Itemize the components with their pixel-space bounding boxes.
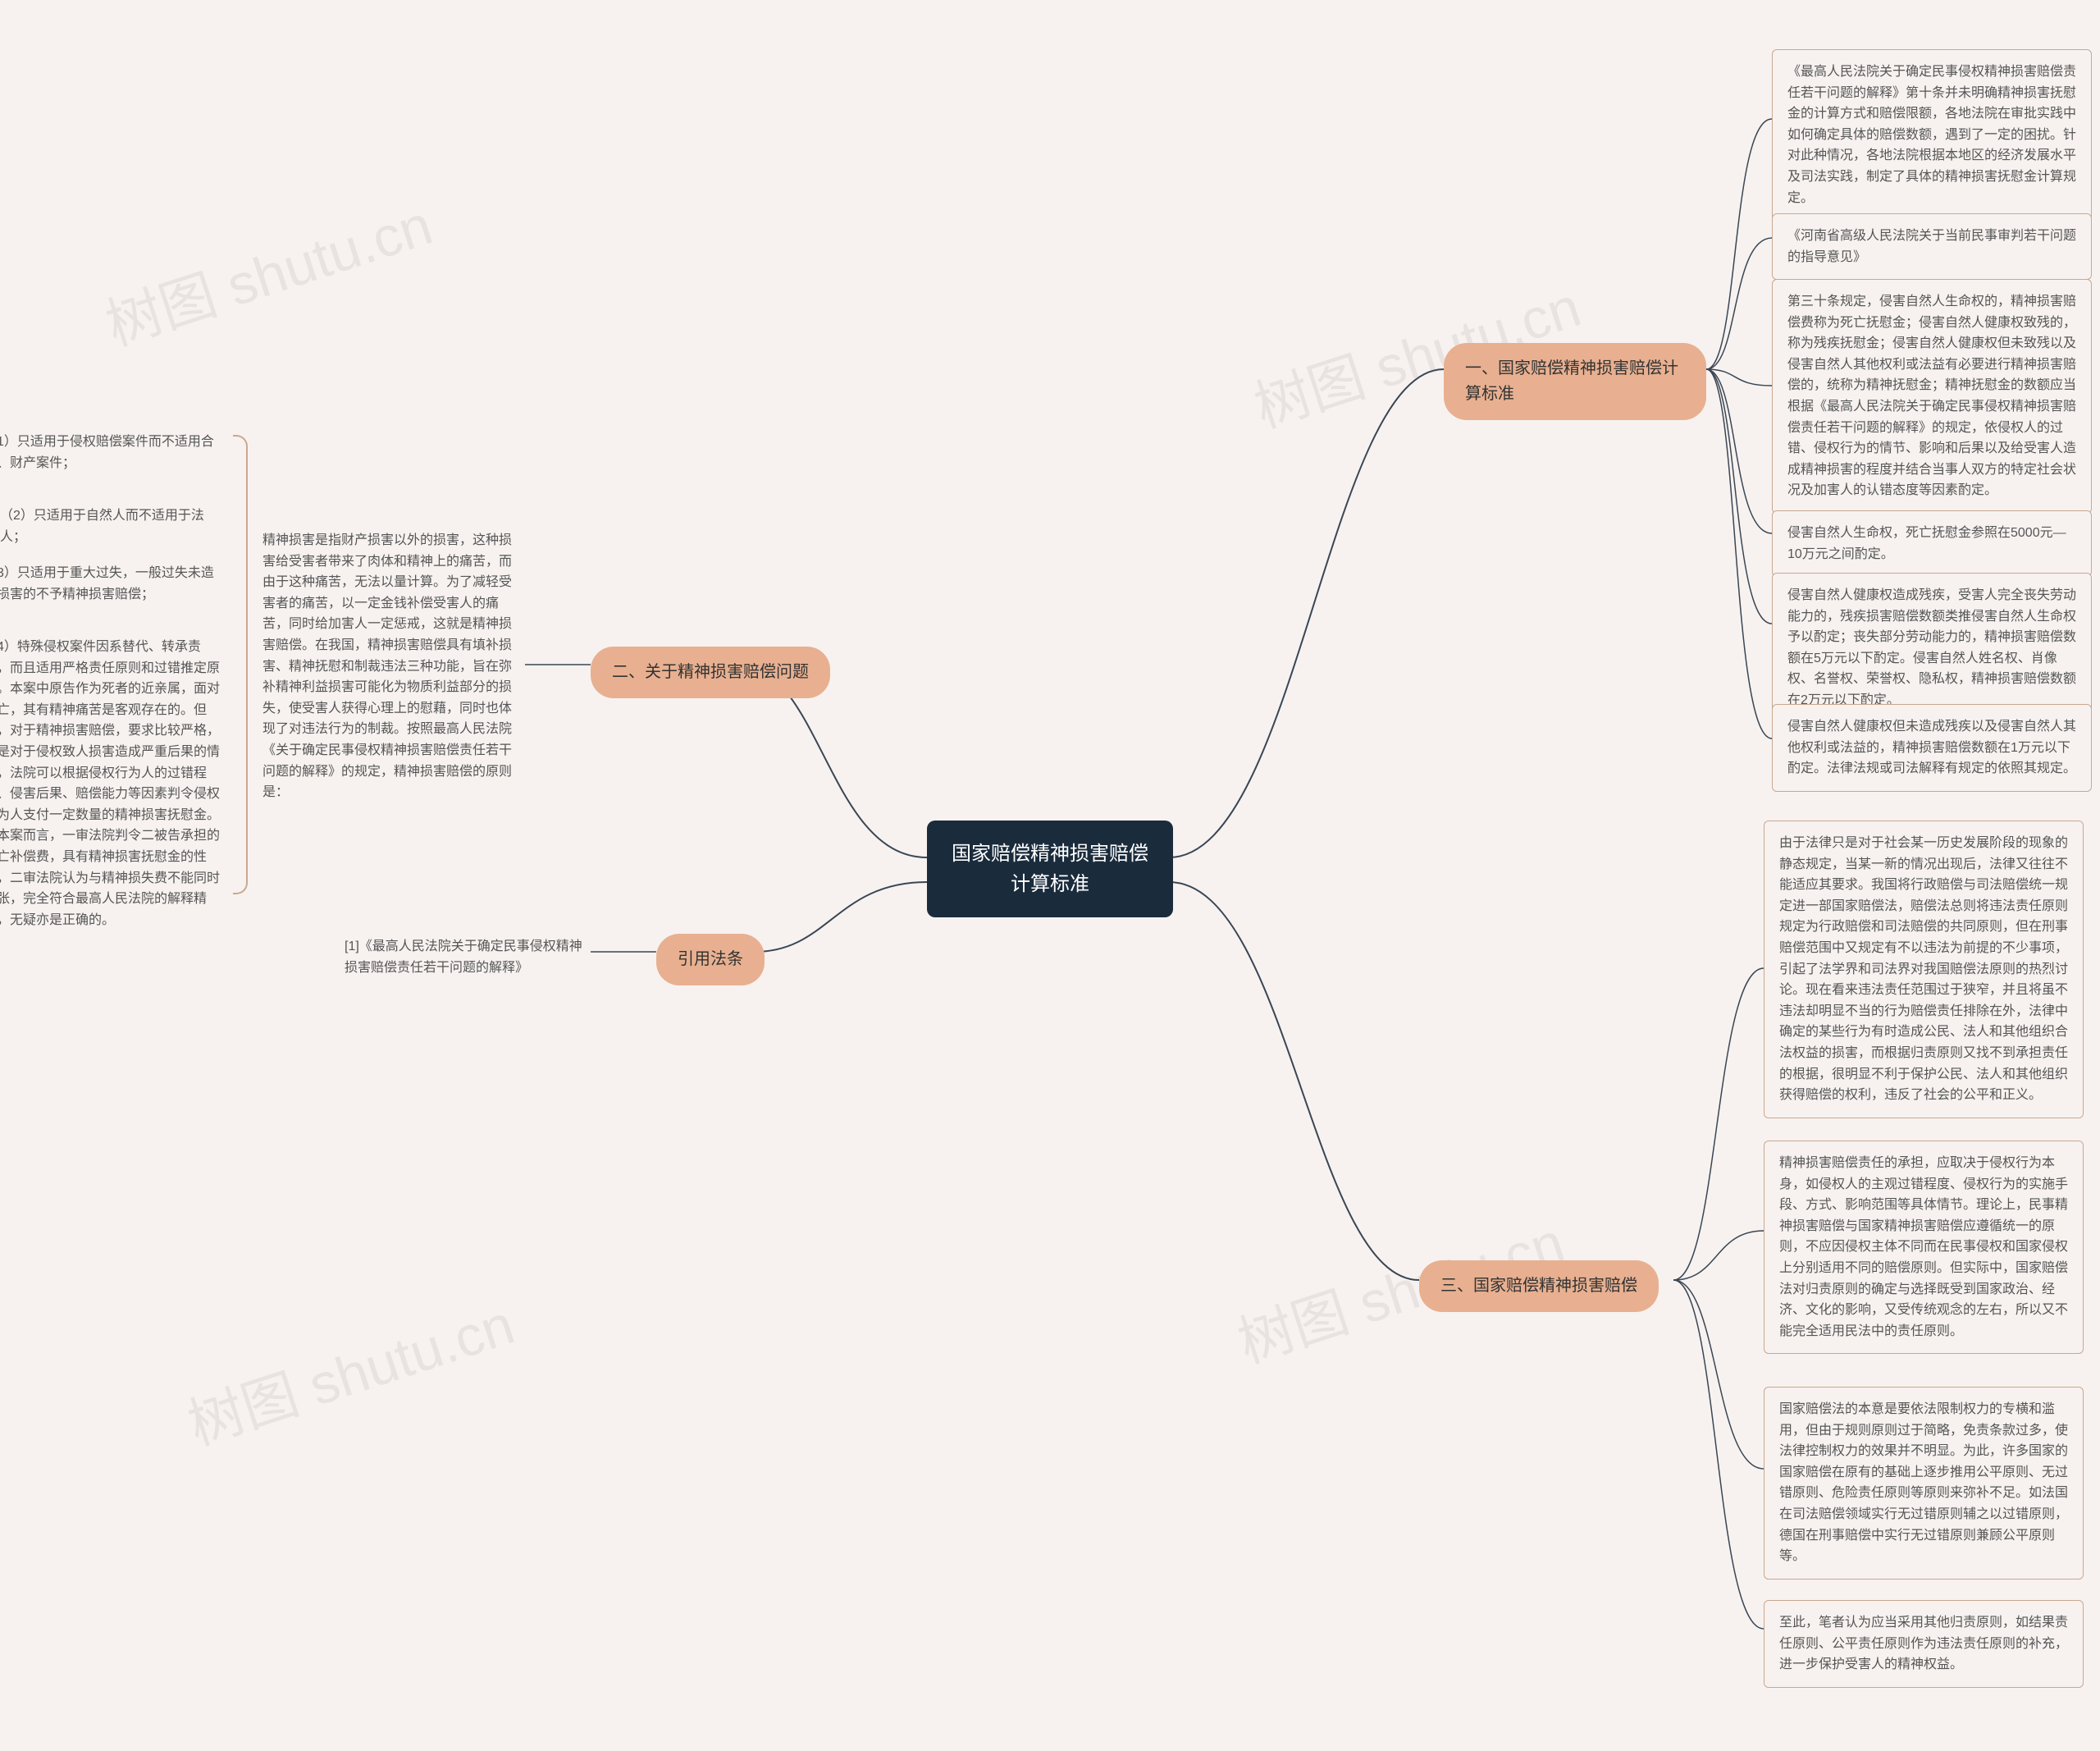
b2-leaf-1: （1）只适用于侵权赔偿案件而不适用合同、财产案件； — [0, 427, 230, 478]
b4-leaf-2: 精神损害赔偿责任的承担，应取决于侵权行为本身，如侵权人的主观过错程度、侵权行为的… — [1764, 1141, 2084, 1354]
branch-2[interactable]: 二、关于精神损害赔偿问题 — [591, 647, 830, 698]
b4-leaf-1: 由于法律只是对于社会某一历史发展阶段的现象的静态规定，当某一新的情况出现后，法律… — [1764, 821, 2084, 1118]
b1-leaf-6: 侵害自然人健康权但未造成残疾以及侵害自然人其他权利或法益的，精神损害赔偿数额在1… — [1772, 704, 2092, 792]
b2-desc: 精神损害是指财产损害以外的损害，这种损害给受害者带来了肉体和精神上的痛苦，而由于… — [254, 525, 525, 808]
b1-leaf-5: 侵害自然人健康权造成残疾，受害人完全丧失劳动能力的，残疾损害赔偿数额类推侵害自然… — [1772, 573, 2092, 724]
b2-leaf-4: （4）特殊侵权案件因系替代、转承责任，而且适用严格责任原则和过错推定原则。本案中… — [0, 632, 230, 935]
watermark: 树图 shutu.cn — [176, 1279, 523, 1461]
watermark: 树图 shutu.cn — [94, 180, 441, 361]
b2-leaf-2: （2）只适用于自然人而不适用于法人； — [0, 501, 230, 552]
center-node[interactable]: 国家赔偿精神损害赔偿计算标准 — [927, 821, 1173, 917]
b1-leaf-2: 《河南省高级人民法院关于当前民事审判若干问题的指导意见》 — [1772, 213, 2092, 280]
branch-3[interactable]: 引用法条 — [656, 934, 765, 985]
b1-leaf-1: 《最高人民法院关于确定民事侵权精神损害赔偿责任若干问题的解释》第十条并未明确精神… — [1772, 49, 2092, 221]
branch-1[interactable]: 一、国家赔偿精神损害赔偿计算标准 — [1444, 343, 1706, 420]
b4-leaf-3: 国家赔偿法的本意是要依法限制权力的专横和滥用，但由于规则原则过于简略，免责条款过… — [1764, 1387, 2084, 1580]
b4-leaf-4: 至此，笔者认为应当采用其他归责原则，如结果责任原则、公平责任原则作为违法责任原则… — [1764, 1600, 2084, 1688]
b1-leaf-4: 侵害自然人生命权，死亡抚慰金参照在5000元—10万元之间酌定。 — [1772, 510, 2092, 577]
b2-brace — [233, 435, 248, 894]
b3-leaf-1: [1]《最高人民法院关于确定民事侵权精神损害赔偿责任若干问题的解释》 — [336, 931, 591, 983]
b1-leaf-3: 第三十条规定，侵害自然人生命权的，精神损害赔偿费称为死亡抚慰金；侵害自然人健康权… — [1772, 279, 2092, 514]
branch-4[interactable]: 三、国家赔偿精神损害赔偿 — [1419, 1260, 1659, 1312]
b2-leaf-3: （3）只适用于重大过失，一般过失未造成损害的不予精神损害赔偿； — [0, 558, 230, 610]
